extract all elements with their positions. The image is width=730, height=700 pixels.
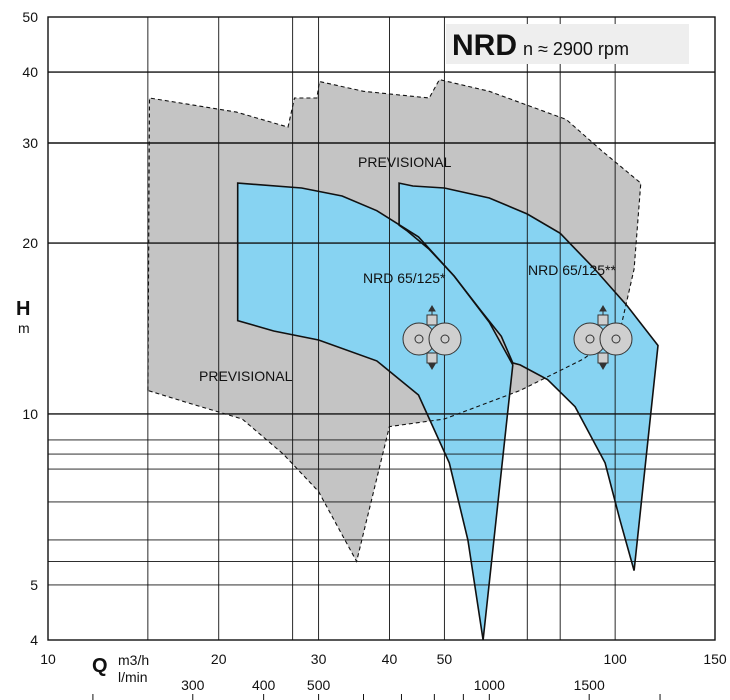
area-outline-1 [236,182,514,641]
y-tick-label: 20 [22,235,38,251]
x-tick-label-m3h: 100 [603,651,627,667]
grid-layer [47,16,716,641]
x-axis-unit-lmin: l/min [118,669,148,685]
x-tick-label-m3h: 150 [703,651,727,667]
y-axis-unit: m [18,320,30,336]
chart-subtitle: n ≈ 2900 rpm [523,39,629,59]
ticks-layer: 4510203040501020304050100150100300400500… [22,9,727,700]
plot-frame [47,16,716,641]
y-axis-label: H [16,298,30,320]
x-tick-label-m3h: 30 [311,651,327,667]
outline-layer [147,78,659,641]
y-tick-label: 30 [22,135,38,151]
area-outline-0 [147,78,642,563]
y-tick-label: 40 [22,64,38,80]
area-label-previsional-top: PREVISIONAL [358,154,452,170]
x-tick-label-lmin: 400 [252,677,276,693]
area-outline-2 [398,182,659,571]
x-axis-unit-m3h: m3/h [118,652,149,668]
x-tick-label-m3h: 40 [382,651,398,667]
pump-icon [402,305,462,370]
x-tick-label-lmin: 1500 [574,677,605,693]
x-axis-label: Q [92,655,108,677]
area-fill-2 [399,183,658,571]
y-tick-label: 5 [30,577,38,593]
x-tick-label-m3h: 50 [437,651,453,667]
y-tick-label: 10 [22,406,38,422]
y-tick-label: 4 [30,632,38,648]
y-tick-label: 50 [22,9,38,25]
chart-title: NRD [452,29,517,62]
area-label-nrd-65-125-b: NRD 65/125** [528,262,616,278]
x-tick-label-lmin: 300 [181,677,205,693]
x-tick-label-lmin: 1000 [474,677,505,693]
pump-icon [573,305,633,370]
x-tick-label-m3h: 20 [211,651,227,667]
title-box [446,24,689,64]
x-tick-label-lmin: 500 [307,677,331,693]
area-label-previsional-left: PREVISIONAL [199,368,293,384]
area-label-nrd-65-125-a: NRD 65/125* [363,270,446,286]
x-tick-label-m3h: 10 [40,651,56,667]
